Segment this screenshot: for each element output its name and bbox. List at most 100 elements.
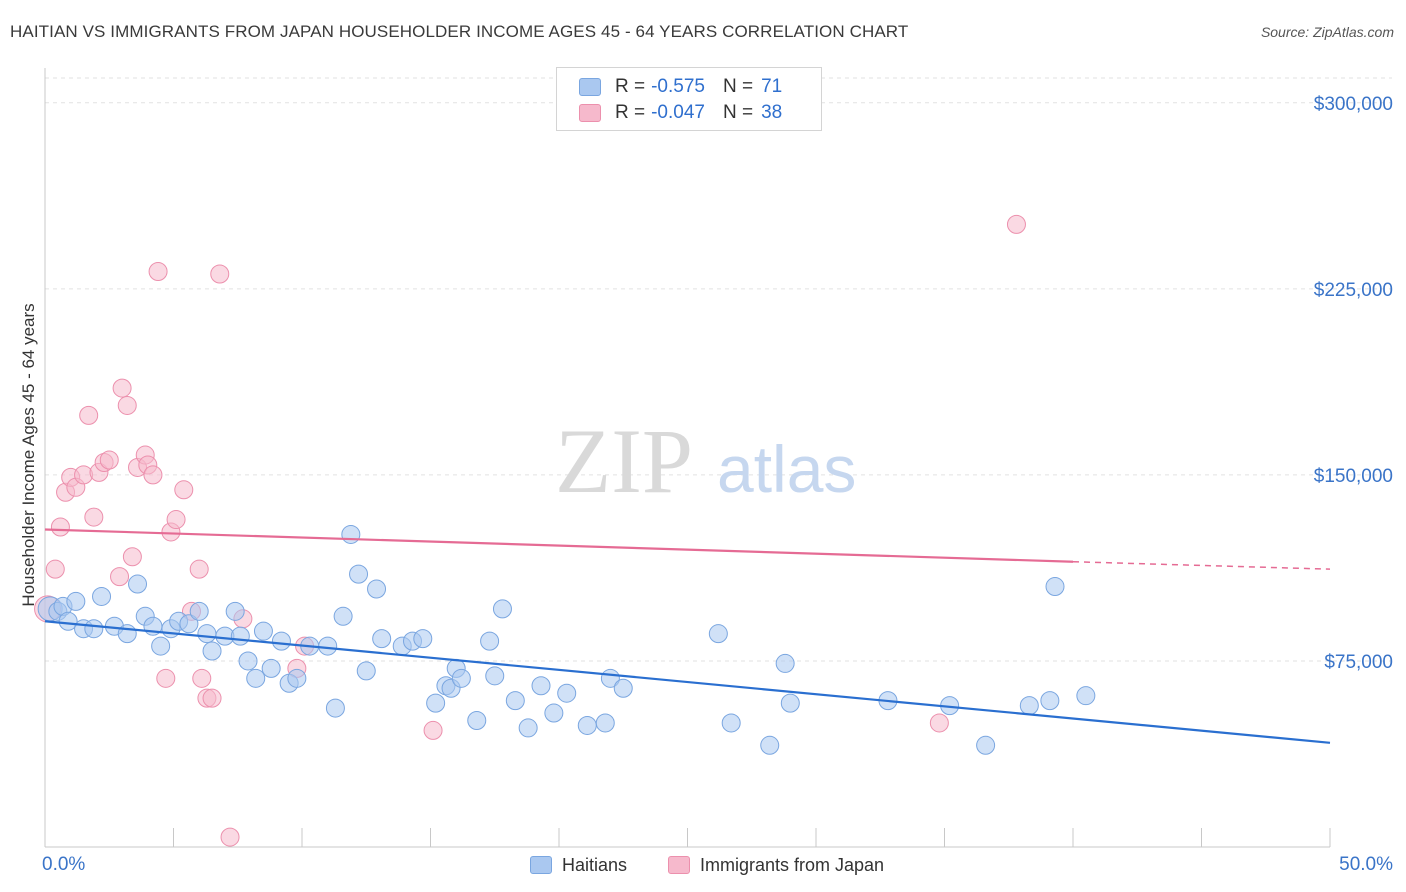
haitian-point: [518, 718, 538, 738]
haitians-legend-label: Haitians: [562, 854, 628, 875]
haitian-point: [325, 698, 345, 718]
japan-point: [112, 378, 132, 398]
haitian-point: [531, 676, 551, 696]
haitian-point: [595, 713, 615, 733]
haitian-point: [341, 524, 361, 544]
haitian-point: [128, 574, 148, 594]
haitian-point: [84, 619, 104, 639]
legend-item-japan[interactable]: Immigrants from Japan: [668, 852, 884, 878]
japan-point: [929, 713, 949, 733]
japan-point: [79, 405, 99, 425]
haitian-point: [467, 710, 487, 730]
haitian-point: [492, 599, 512, 619]
japan-point: [122, 547, 142, 567]
legend-row-japan: R = -0.047 N = 38: [579, 101, 782, 125]
haitian-point: [287, 668, 307, 688]
japan-trend-extension: [1072, 560, 1331, 570]
haitian-point: [66, 591, 86, 611]
japan-point: [202, 688, 222, 708]
haitian-point: [451, 668, 471, 688]
haitian-point: [271, 631, 291, 651]
japan-trend-line: [44, 528, 1074, 563]
haitian-point: [480, 631, 500, 651]
japan-point: [110, 567, 130, 587]
japan-point: [220, 827, 240, 847]
japan-swatch: [579, 104, 601, 122]
haitian-point: [230, 626, 250, 646]
japan-legend-label: Immigrants from Japan: [700, 854, 885, 875]
japan-point: [192, 668, 212, 688]
haitian-point: [58, 611, 78, 631]
legend-n-value: 71: [761, 76, 783, 97]
japan-point: [84, 507, 104, 527]
japan-point: [148, 261, 168, 281]
haitian-point: [413, 629, 433, 649]
y-tick-label: $300,000: [1314, 94, 1393, 115]
haitian-point: [1045, 577, 1065, 597]
haitian-point: [261, 658, 281, 678]
chart-title: HAITIAN VS IMMIGRANTS FROM JAPAN HOUSEHO…: [10, 22, 909, 41]
japan-point: [156, 668, 176, 688]
haitian-point: [577, 715, 597, 735]
legend-r-value: -0.575: [651, 76, 705, 97]
japan-point: [174, 480, 194, 500]
haitian-point: [372, 629, 392, 649]
haitians-legend-swatch: [530, 856, 552, 874]
japan-point: [117, 395, 137, 415]
legend-row-haitians: R = -0.575 N = 71: [579, 75, 782, 99]
haitian-point: [485, 666, 505, 686]
japan-point: [166, 510, 186, 530]
haitian-point: [367, 579, 387, 599]
legend-r-label: R =: [615, 76, 646, 97]
haitian-point: [253, 621, 273, 641]
haitian-point: [356, 661, 376, 681]
haitian-point: [721, 713, 741, 733]
x-tick-label: 50.0%: [1339, 854, 1393, 875]
grid-lines: [45, 77, 1392, 662]
legend-item-haitians[interactable]: Haitians: [530, 852, 627, 878]
haitian-point: [92, 586, 112, 606]
haitian-point: [197, 624, 217, 644]
y-tick-label: $225,000: [1314, 280, 1393, 301]
haitian-point: [246, 668, 266, 688]
japan-point: [45, 559, 65, 579]
japan-point: [210, 264, 230, 284]
trend-lines: [44, 528, 1331, 744]
japan-point: [189, 559, 209, 579]
japan-legend-swatch: [668, 856, 690, 874]
haitians-swatch: [579, 78, 601, 96]
haitian-point: [557, 683, 577, 703]
haitian-point: [760, 735, 780, 755]
haitian-point: [151, 636, 171, 656]
haitian-point: [775, 653, 795, 673]
japan-points: [34, 214, 1026, 847]
japan-point: [99, 450, 119, 470]
y-axis-label: Householder Income Ages 45 - 64 years: [19, 303, 38, 607]
legend-r-value: -0.047: [651, 102, 705, 123]
legend-n-label: N =: [722, 76, 754, 97]
haitian-point: [505, 691, 525, 711]
haitian-point: [189, 601, 209, 621]
haitian-point: [238, 651, 258, 671]
haitian-point: [780, 693, 800, 713]
japan-point: [423, 720, 443, 740]
japan-point: [1006, 214, 1026, 234]
correlation-legend: R = -0.575 N = 71 R = -0.047 N = 38: [556, 67, 822, 131]
haitian-point: [1076, 686, 1096, 706]
haitian-point: [225, 601, 245, 621]
haitian-point: [349, 564, 369, 584]
y-tick-label: $75,000: [1324, 652, 1393, 673]
legend-r-label: R =: [615, 102, 646, 123]
haitian-point: [613, 678, 633, 698]
haitian-point: [1040, 691, 1060, 711]
haitian-point: [202, 641, 222, 661]
japan-point: [143, 465, 163, 485]
haitian-point: [426, 693, 446, 713]
axes: [44, 68, 1331, 848]
tick-labels: $75,000 $150,000 $225,000 $300,000 0.0% 50.0%: [42, 94, 1393, 875]
haitian-points: [37, 524, 1096, 755]
haitian-point: [708, 624, 728, 644]
haitian-point: [333, 606, 353, 626]
legend-n-value: 38: [761, 102, 783, 123]
